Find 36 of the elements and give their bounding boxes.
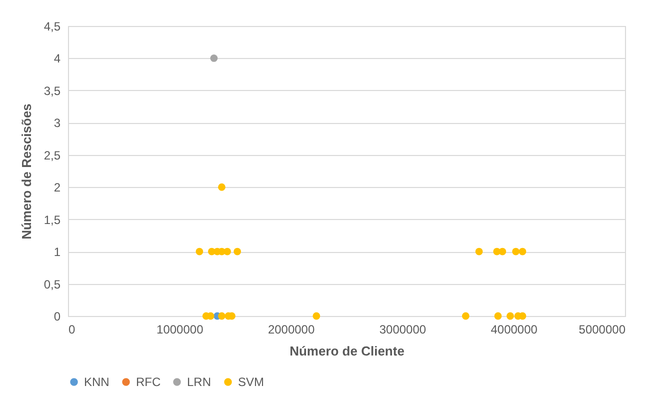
point bbox=[462, 312, 470, 320]
y-tick-label: 1,5 bbox=[44, 212, 61, 227]
x-tick-label: 5000000 bbox=[578, 322, 626, 336]
point bbox=[234, 248, 242, 256]
x-tick-label: 2000000 bbox=[268, 322, 315, 336]
x-tick-label: 4000000 bbox=[490, 322, 538, 336]
point bbox=[475, 248, 483, 256]
legend-label: RFC bbox=[136, 375, 161, 389]
legend-label: LRN bbox=[187, 375, 212, 389]
y-tick-label: 2,5 bbox=[44, 148, 61, 162]
y-tick-label: 0,5 bbox=[44, 277, 61, 292]
y-tick-label: 1 bbox=[54, 245, 61, 260]
x-tick-label: 3000000 bbox=[379, 322, 426, 336]
point bbox=[210, 54, 218, 62]
x-axis-title: Número de Cliente bbox=[290, 344, 404, 358]
point bbox=[218, 312, 226, 320]
y-tick-label: 0 bbox=[54, 310, 61, 324]
point bbox=[498, 248, 506, 256]
point bbox=[518, 248, 526, 256]
point bbox=[494, 312, 502, 320]
x-tick-label: 1000000 bbox=[156, 322, 204, 336]
y-tick-label: 4,5 bbox=[44, 20, 61, 34]
point bbox=[196, 248, 204, 256]
y-tick-label: 3,5 bbox=[44, 84, 61, 98]
point bbox=[224, 248, 232, 256]
y-tick-label: 3 bbox=[54, 116, 61, 130]
point bbox=[506, 312, 514, 320]
y-axis-title: Número de Rescisões bbox=[18, 104, 34, 240]
y-tick-label: 4 bbox=[54, 52, 61, 66]
y-tick-label: 2 bbox=[54, 180, 61, 195]
legend-label: KNN bbox=[84, 375, 110, 389]
point bbox=[218, 183, 226, 191]
legend-label: SVM bbox=[238, 375, 264, 389]
point bbox=[512, 248, 520, 256]
x-tick-label: 0 bbox=[68, 322, 76, 336]
point bbox=[312, 312, 320, 320]
